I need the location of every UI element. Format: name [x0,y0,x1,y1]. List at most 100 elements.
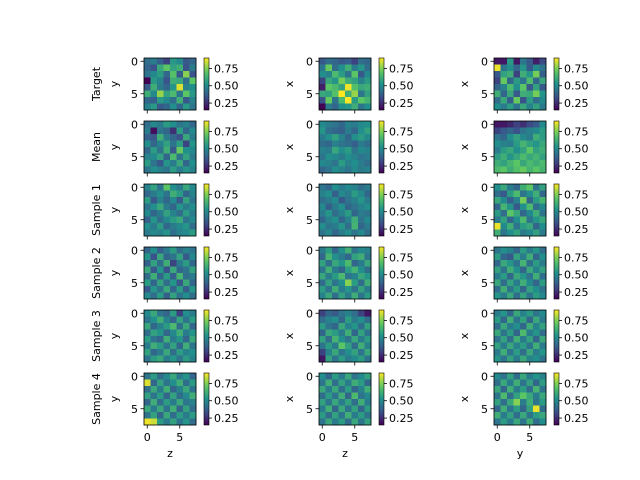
heatmap-cell [533,253,540,261]
heatmap-cell [163,342,171,350]
heatmap-cell [150,342,158,350]
colorbar-tick-label: 0.75 [564,62,589,75]
heatmap-cell [176,153,184,161]
heatmap-cell [325,329,333,337]
heatmap-cell [494,336,501,343]
colorbar-tick-label: 0.75 [389,377,414,390]
heatmap-cell [526,140,534,148]
heatmap-cell [338,203,346,211]
heatmap-cell [364,203,372,211]
heatmap-cell [183,184,190,191]
heatmap-cell [345,292,352,300]
heatmap-cell [494,84,501,91]
heatmap-cell [325,405,333,413]
heatmap-cell [500,260,508,267]
heatmap-cell [144,197,151,204]
heatmap-cell [319,273,326,280]
heatmap-cell [513,64,521,72]
heatmap-cell [157,418,164,426]
heatmap-cell [513,316,521,324]
heatmap-cell [364,77,372,85]
heatmap-cell [364,323,372,330]
colorbar-tick-label: 0.50 [214,80,239,93]
heatmap-cell [364,418,372,426]
y-tick-label: 5 [481,88,488,101]
colorbar-tick-label: 0.25 [389,286,414,299]
heatmap-cell [494,58,501,65]
heatmap-cell [332,190,339,198]
heatmap-cell [345,253,352,261]
colorbar-tick-label: 0.25 [214,286,239,299]
y-tick-label: 0 [131,181,138,194]
heatmap-cell [364,166,372,174]
row-label: Target [90,66,103,102]
heatmap-cell [176,355,184,363]
colorbar-tick-label: 0.75 [389,62,414,75]
y-tick-label: 0 [131,244,138,257]
heatmap-cell [507,84,514,91]
heatmap-cell [500,323,508,330]
heatmap-cell [183,223,190,230]
heatmap-cell [526,147,534,154]
heatmap-cell [507,349,514,356]
colorbar-frame [378,57,385,111]
colorbar-tick-label: 0.75 [214,377,239,390]
heatmap-cell [358,203,365,211]
x-axis-label: z [167,447,173,460]
heatmap-cell [526,64,534,72]
heatmap-cell [150,153,158,161]
y-axis-label: x [458,269,471,276]
heatmap-cell [507,223,514,230]
colorbar [379,247,384,299]
heatmap-cell [345,316,352,324]
heatmap-cell [539,329,547,337]
heatmap-cell [494,379,501,387]
heatmap-cell [157,349,164,356]
heatmap-cell [507,386,514,393]
heatmap-cell [144,310,151,317]
heatmap-cell [507,97,514,104]
heatmap-cell [332,273,339,280]
heatmap-cell [500,121,508,128]
colorbar-frame [553,372,560,426]
heatmap-cell [163,292,171,300]
heatmap-cell [150,147,158,154]
heatmap-cell [170,247,177,254]
heatmap-cell [170,316,177,324]
heatmap-cell [358,166,365,174]
heatmap-cell [351,355,359,363]
heatmap-cell [319,184,326,191]
heatmap-cell [539,184,547,191]
heatmap-cell [494,342,501,350]
heatmap-cell [358,153,365,161]
heatmap-cell [144,247,151,254]
heatmap-cell [325,134,333,141]
heatmap-cell [163,405,171,413]
heatmap-cell [507,253,514,261]
heatmap-cell [144,418,151,426]
heatmap-cell [325,310,333,317]
heatmap-cell [157,273,164,280]
heatmap-cell [338,210,346,217]
heatmap-cell [150,103,158,111]
heatmap-cell [170,127,177,135]
heatmap-cell [533,153,540,161]
heatmap-cell [513,349,521,356]
heatmap-cell [520,247,527,254]
heatmap-cell [150,260,158,267]
heatmap-cell [319,310,326,317]
heatmap-cell [183,71,190,78]
heatmap-cell [520,127,527,135]
heatmap-cell [332,184,339,191]
heatmap-cell [345,412,352,419]
heatmap-cell [507,266,514,274]
heatmap-cell [150,316,158,324]
heatmap-cell [526,266,534,274]
heatmap-cell [494,197,501,204]
heatmap-cell [358,405,365,413]
heatmap-cell [364,342,372,350]
heatmap-cell [163,184,171,191]
heatmap-cell [157,90,164,98]
heatmap-cell [345,418,352,426]
